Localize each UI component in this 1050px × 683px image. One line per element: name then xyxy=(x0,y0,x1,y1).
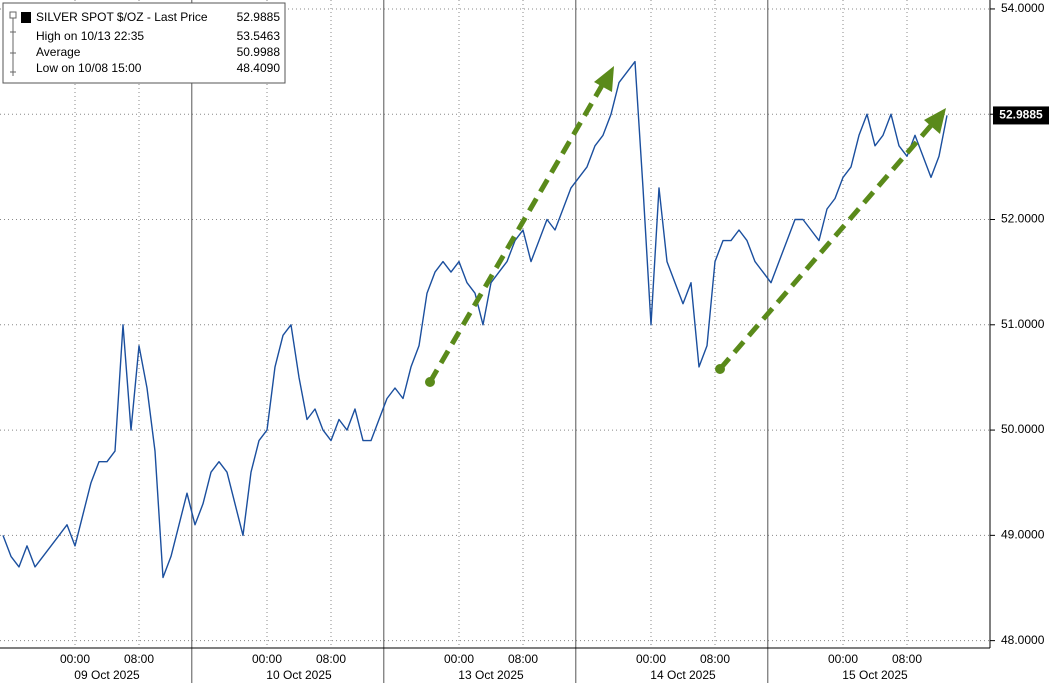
legend-row-value: 50.9988 xyxy=(237,45,281,59)
last-price-label: 52.9885 xyxy=(999,108,1043,122)
y-tick-label: 54.0000 xyxy=(1001,1,1045,15)
y-tick-label: 48.0000 xyxy=(1001,633,1045,647)
x-date-label: 14 Oct 2025 xyxy=(650,668,716,682)
legend-last-price: 52.9885 xyxy=(237,10,281,24)
y-tick-label: 49.0000 xyxy=(1001,528,1045,542)
y-tick-label: 51.0000 xyxy=(1001,317,1045,331)
legend-row-value: 53.5463 xyxy=(237,29,281,43)
x-date-label: 10 Oct 2025 xyxy=(266,668,332,682)
legend-row-label: High on 10/13 22:35 xyxy=(36,29,144,43)
legend-row-value: 48.4090 xyxy=(237,61,281,75)
arrow-start xyxy=(715,364,725,374)
last-price-tag xyxy=(993,106,1049,125)
x-date-label: 15 Oct 2025 xyxy=(842,668,908,682)
arrow-start xyxy=(425,377,435,387)
x-tick-label: 08:00 xyxy=(316,652,346,666)
trend-arrow xyxy=(427,80,607,384)
legend-row-label: Low on 10/08 15:00 xyxy=(36,61,142,75)
legend: SILVER SPOT $/OZ - Last Price 52.9885 Hi… xyxy=(2,2,286,84)
legend-tree xyxy=(9,11,17,76)
x-tick-label: 08:00 xyxy=(700,652,730,666)
x-tick-label: 08:00 xyxy=(892,652,922,666)
x-tick-label: 00:00 xyxy=(60,652,90,666)
legend-title: SILVER SPOT $/OZ - Last Price xyxy=(36,10,208,24)
legend-row-label: Average xyxy=(36,45,81,59)
x-tick-label: 08:00 xyxy=(508,652,538,666)
arrow-head xyxy=(594,66,614,92)
legend-swatch xyxy=(21,12,31,23)
arrow-ends xyxy=(425,66,946,387)
trend-arrow xyxy=(718,120,936,371)
x-tick-label: 00:00 xyxy=(636,652,666,666)
x-tick-label: 00:00 xyxy=(252,652,282,666)
plot xyxy=(2,60,948,579)
x-date-label: 13 Oct 2025 xyxy=(458,668,524,682)
x-tick-label: 08:00 xyxy=(124,652,154,666)
legend-box xyxy=(2,2,286,84)
y-tick-label: 52.0000 xyxy=(1001,212,1045,226)
y-tick-label: 50.0000 xyxy=(1001,422,1045,436)
x-tick-label: 00:00 xyxy=(828,652,858,666)
arrow-head xyxy=(924,108,946,134)
price-line xyxy=(2,60,948,579)
x-tick-label: 00:00 xyxy=(444,652,474,666)
x-date-label: 09 Oct 2025 xyxy=(74,668,140,682)
annotations xyxy=(427,80,936,384)
